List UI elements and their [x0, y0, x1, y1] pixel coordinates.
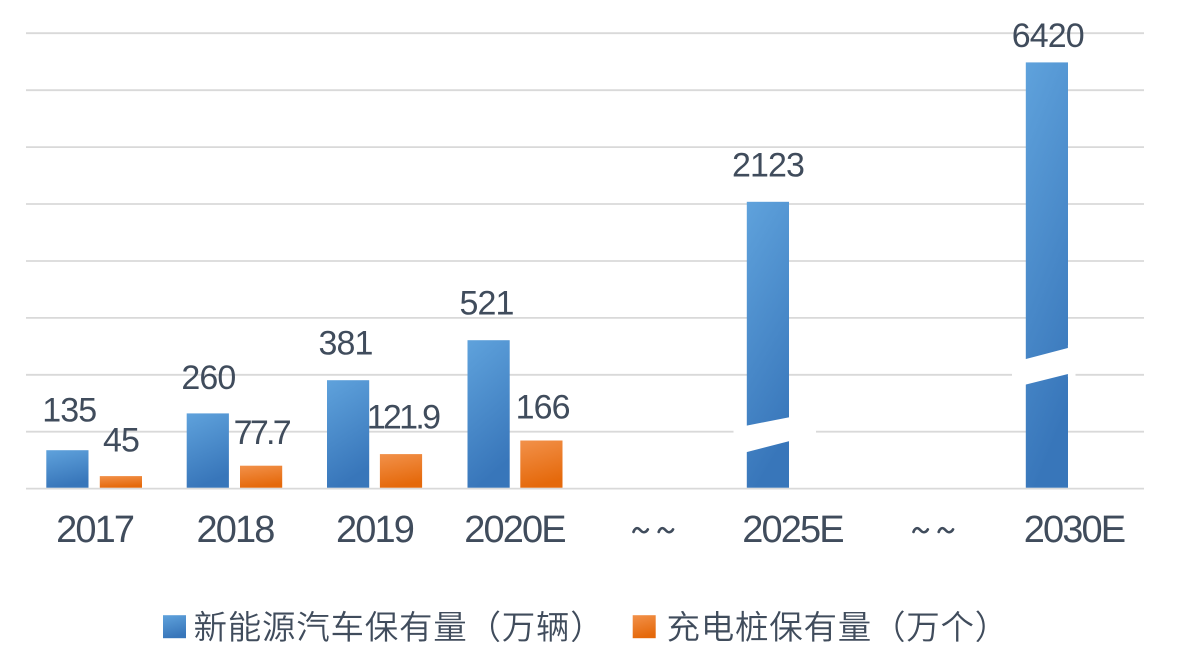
- svg-text:2017: 2017: [56, 509, 134, 551]
- svg-text:381: 381: [318, 324, 372, 362]
- svg-text:135: 135: [42, 392, 96, 430]
- svg-text:2030E: 2030E: [1024, 509, 1125, 551]
- svg-text:166: 166: [516, 389, 570, 427]
- svg-text:2018: 2018: [197, 509, 275, 551]
- svg-text:2020E: 2020E: [464, 509, 565, 551]
- svg-text:6420: 6420: [1012, 17, 1084, 55]
- svg-text:45: 45: [103, 421, 139, 459]
- svg-text:2025E: 2025E: [742, 509, 843, 551]
- svg-text:260: 260: [181, 359, 235, 397]
- svg-text:2123: 2123: [732, 147, 804, 185]
- svg-text:77.7: 77.7: [234, 414, 291, 452]
- svg-text:2019: 2019: [336, 509, 414, 551]
- svg-text:521: 521: [459, 285, 513, 323]
- svg-text:121.9: 121.9: [367, 399, 440, 437]
